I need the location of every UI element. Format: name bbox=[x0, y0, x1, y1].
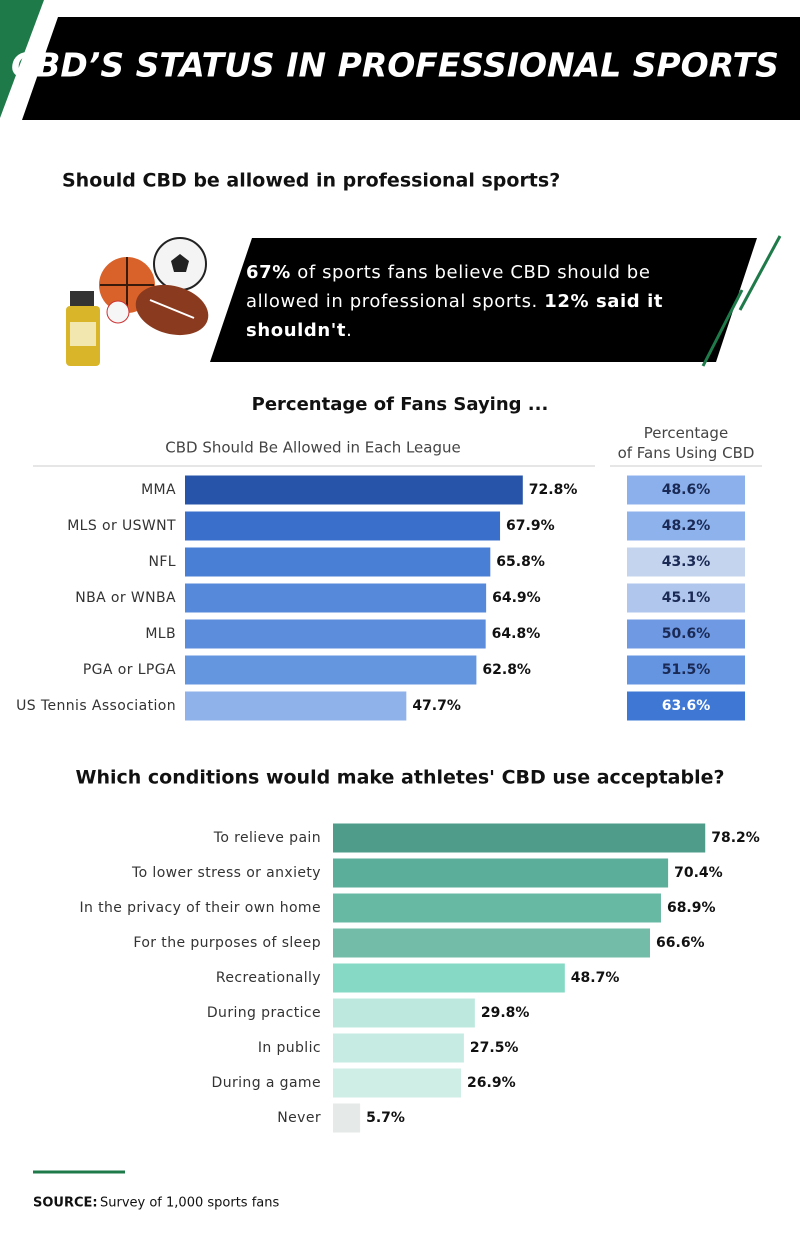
cell-label: 45.1% bbox=[662, 590, 711, 606]
category-label: During a game bbox=[212, 1075, 321, 1091]
category-label: NBA or WNBA bbox=[75, 590, 176, 606]
bar bbox=[185, 547, 491, 577]
value-label: 64.9% bbox=[492, 590, 541, 606]
value-label: 68.9% bbox=[667, 900, 716, 916]
value-label: 72.8% bbox=[529, 482, 578, 498]
value-label: 67.9% bbox=[506, 518, 555, 534]
category-label: Recreationally bbox=[216, 970, 321, 986]
category-label: To lower stress or anxiety bbox=[131, 865, 321, 881]
heat-cell bbox=[627, 475, 745, 505]
decor-line bbox=[738, 235, 782, 311]
bar bbox=[333, 928, 651, 958]
value-label: 48.7% bbox=[571, 970, 620, 986]
heat-cell bbox=[627, 655, 745, 685]
chart-title: Percentage of Fans Saying ... bbox=[252, 394, 549, 415]
callout-band bbox=[210, 238, 757, 362]
value-label: 27.5% bbox=[470, 1040, 519, 1056]
header-stripe bbox=[0, 0, 44, 118]
bar bbox=[185, 691, 407, 721]
callout-text: 67% of sports fans believe CBD should be… bbox=[246, 258, 676, 345]
category-label: NFL bbox=[148, 554, 176, 570]
cell-label: 51.5% bbox=[662, 662, 711, 678]
heat-cell bbox=[627, 583, 745, 613]
bar bbox=[333, 1103, 361, 1133]
callout-stat: 67% bbox=[246, 262, 291, 283]
source-label: SOURCE: bbox=[33, 1196, 98, 1211]
value-label: 29.8% bbox=[481, 1005, 530, 1021]
value-label: 64.8% bbox=[492, 626, 541, 642]
callout-end: . bbox=[346, 320, 353, 341]
bar bbox=[333, 963, 565, 993]
heat-cell bbox=[627, 691, 745, 721]
cell-label: 48.6% bbox=[662, 482, 711, 498]
category-label: To relieve pain bbox=[213, 830, 321, 846]
cell-label: 48.2% bbox=[662, 518, 711, 534]
sports-illustration bbox=[66, 237, 209, 366]
category-label: During practice bbox=[207, 1005, 321, 1021]
category-label: For the purposes of sleep bbox=[133, 935, 321, 951]
bar bbox=[185, 511, 501, 541]
decor-line bbox=[701, 289, 744, 367]
bar bbox=[185, 583, 487, 613]
bar bbox=[333, 893, 661, 923]
value-label: 62.8% bbox=[482, 662, 531, 678]
value-label: 66.6% bbox=[656, 935, 705, 951]
category-label: MMA bbox=[141, 482, 176, 498]
category-label: MLS or USWNT bbox=[67, 518, 176, 534]
header-band bbox=[22, 17, 800, 120]
bar bbox=[185, 619, 486, 649]
source-text: Survey of 1,000 sports fans bbox=[100, 1196, 279, 1211]
bar bbox=[333, 823, 706, 853]
callout-body: of sports fans believe CBD should be all… bbox=[246, 262, 651, 312]
question: Should CBD be allowed in professional sp… bbox=[62, 170, 560, 192]
value-label: 26.9% bbox=[467, 1075, 516, 1091]
chart-subtitle: CBD Should Be Allowed in Each League bbox=[165, 439, 461, 457]
cell-label: 43.3% bbox=[662, 554, 711, 570]
value-label: 65.8% bbox=[496, 554, 545, 570]
chart-title: Which conditions would make athletes' CB… bbox=[75, 767, 724, 789]
heat-cell bbox=[627, 547, 745, 577]
bar bbox=[333, 1033, 464, 1063]
bar bbox=[185, 475, 523, 505]
value-label: 5.7% bbox=[366, 1110, 405, 1126]
bar bbox=[333, 998, 475, 1028]
callout-stat: 12% said it shouldn't bbox=[246, 291, 664, 341]
column-title: Percentage of Fans Using CBD bbox=[618, 424, 755, 462]
heat-cell bbox=[627, 511, 745, 541]
value-label: 47.7% bbox=[412, 698, 461, 714]
heat-cell bbox=[627, 619, 745, 649]
cell-label: 63.6% bbox=[662, 698, 711, 714]
bar bbox=[333, 858, 669, 888]
category-label: US Tennis Association bbox=[16, 698, 176, 714]
value-label: 70.4% bbox=[674, 865, 723, 881]
category-label: Never bbox=[277, 1110, 321, 1126]
bar bbox=[185, 655, 477, 685]
category-label: MLB bbox=[145, 626, 176, 642]
bar bbox=[333, 1068, 462, 1098]
category-label: In the privacy of their own home bbox=[79, 900, 321, 916]
category-label: PGA or LPGA bbox=[83, 662, 176, 678]
value-label: 78.2% bbox=[711, 830, 760, 846]
page-title: CBD’S STATUS IN PROFESSIONAL SPORTS bbox=[11, 46, 779, 85]
cell-label: 50.6% bbox=[662, 626, 711, 642]
category-label: In public bbox=[258, 1040, 321, 1056]
